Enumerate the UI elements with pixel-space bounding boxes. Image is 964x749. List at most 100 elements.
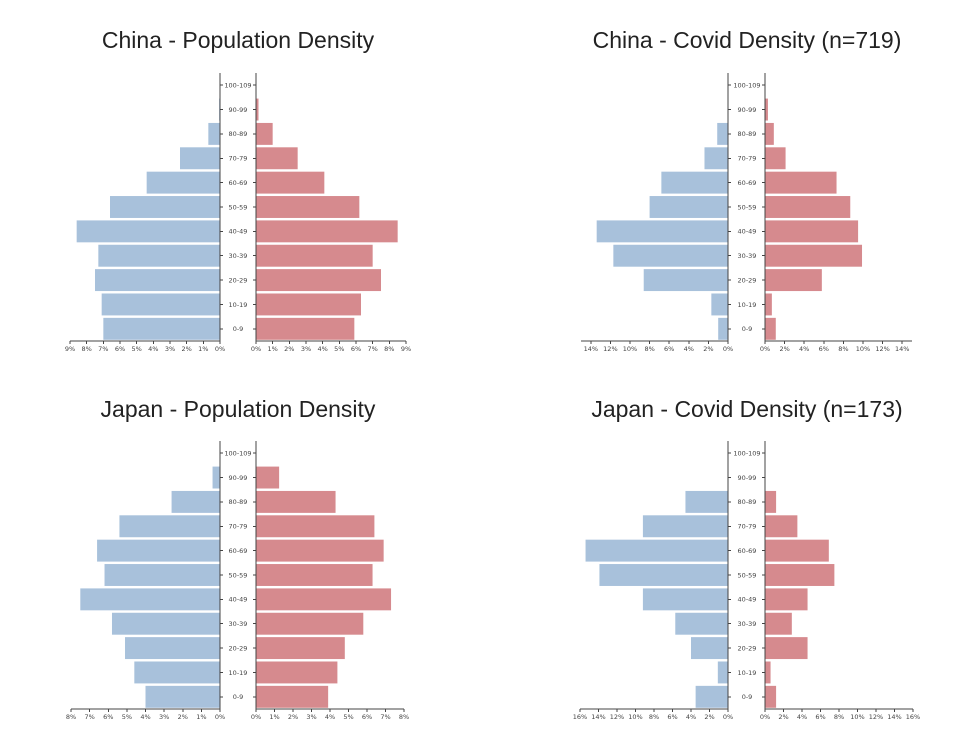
category-label: 20-29 bbox=[738, 276, 757, 284]
right-x-tick-label: 1% bbox=[268, 345, 278, 353]
right-x-tick-label: 5% bbox=[343, 713, 353, 721]
bar-right-10-19 bbox=[765, 661, 771, 684]
left-x-tick-label: 12% bbox=[610, 713, 624, 721]
category-label: 40-49 bbox=[738, 228, 757, 236]
bar-right-60-69 bbox=[256, 539, 384, 562]
bar-left-0-9 bbox=[695, 685, 728, 708]
left-x-tick-label: 2% bbox=[704, 713, 714, 721]
bar-left-40-49 bbox=[76, 220, 221, 243]
bar-left-20-29 bbox=[691, 637, 728, 660]
chart-title: Japan - Population Density bbox=[101, 396, 376, 422]
bar-right-40-49 bbox=[765, 220, 859, 243]
category-label: 60-69 bbox=[229, 547, 248, 555]
right-x-tick-label: 6% bbox=[362, 713, 372, 721]
bar-right-0-9 bbox=[256, 317, 355, 340]
category-label: 100-109 bbox=[733, 81, 760, 89]
category-label: 70-79 bbox=[738, 155, 757, 163]
category-label: 30-39 bbox=[229, 252, 248, 260]
left-x-tick-label: 14% bbox=[591, 713, 605, 721]
left-x-tick-label: 0% bbox=[215, 345, 225, 353]
right-x-tick-label: 8% bbox=[399, 713, 409, 721]
bar-right-0-9 bbox=[765, 317, 776, 340]
left-x-tick-label: 6% bbox=[103, 713, 113, 721]
chart-japan-population: Japan - Population Density 0-9 10-19 20-29 3… bbox=[0, 374, 482, 749]
category-label: 30-39 bbox=[738, 252, 757, 260]
category-label: 50-59 bbox=[229, 203, 248, 211]
category-label: 100-109 bbox=[224, 449, 251, 457]
bar-right-50-59 bbox=[256, 564, 373, 586]
bar-right-0-9 bbox=[765, 685, 777, 708]
category-label: 80-89 bbox=[229, 498, 248, 506]
category-label: 20-29 bbox=[229, 644, 248, 652]
bar-right-40-49 bbox=[256, 220, 398, 243]
left-x-tick-label: 6% bbox=[667, 713, 677, 721]
left-x-tick-label: 2% bbox=[178, 713, 188, 721]
left-x-tick-label: 5% bbox=[132, 345, 142, 353]
category-label: 10-19 bbox=[229, 301, 248, 309]
left-x-tick-label: 3% bbox=[159, 713, 169, 721]
category-label: 70-79 bbox=[229, 155, 248, 163]
category-label: 50-59 bbox=[738, 203, 757, 211]
right-x-tick-label: 3% bbox=[301, 345, 311, 353]
left-x-tick-label: 4% bbox=[684, 345, 694, 353]
category-label: 40-49 bbox=[229, 228, 248, 236]
left-x-tick-label: 0% bbox=[723, 713, 733, 721]
bar-right-80-89 bbox=[765, 122, 774, 145]
category-label: 60-69 bbox=[229, 179, 248, 187]
category-label: 10-19 bbox=[738, 669, 757, 677]
bar-left-80-89 bbox=[685, 490, 728, 513]
chart-title: Japan - Covid Density (n=173) bbox=[591, 396, 902, 422]
category-label: 90-99 bbox=[229, 474, 248, 482]
category-label: 90-99 bbox=[738, 106, 757, 114]
right-x-tick-label: 8% bbox=[384, 345, 394, 353]
bar-right-50-59 bbox=[765, 196, 851, 218]
chart-china-covid: China - Covid Density (n=719) 0-9 10-19 20-… bbox=[482, 0, 964, 374]
category-label: 0-9 bbox=[233, 325, 244, 333]
bar-left-40-49 bbox=[80, 588, 220, 611]
left-x-tick-label: 4% bbox=[148, 345, 158, 353]
left-x-tick-label: 1% bbox=[198, 345, 208, 353]
bar-left-90-99 bbox=[212, 466, 220, 489]
category-label: 70-79 bbox=[738, 523, 757, 531]
right-x-tick-label: 0% bbox=[760, 345, 770, 353]
right-x-tick-label: 2% bbox=[778, 713, 788, 721]
left-x-tick-label: 8% bbox=[82, 345, 92, 353]
left-x-tick-label: 1% bbox=[196, 713, 206, 721]
bar-right-80-89 bbox=[765, 490, 777, 513]
left-x-tick-label: 8% bbox=[649, 713, 659, 721]
category-label: 90-99 bbox=[738, 474, 757, 482]
bar-left-40-49 bbox=[596, 220, 728, 243]
bar-right-80-89 bbox=[256, 490, 336, 513]
category-label: 80-89 bbox=[229, 130, 248, 138]
right-x-tick-label: 4% bbox=[797, 713, 807, 721]
bar-right-80-89 bbox=[256, 122, 273, 145]
bar-right-0-9 bbox=[256, 685, 329, 708]
bar-left-80-89 bbox=[171, 490, 220, 513]
category-label: 100-109 bbox=[733, 449, 760, 457]
bar-left-30-39 bbox=[675, 612, 728, 635]
bar-right-20-29 bbox=[765, 637, 808, 660]
bar-left-40-49 bbox=[642, 588, 728, 611]
bar-right-10-19 bbox=[765, 293, 772, 316]
bar-right-60-69 bbox=[256, 171, 325, 194]
right-x-tick-label: 12% bbox=[869, 713, 883, 721]
right-x-tick-label: 6% bbox=[819, 345, 829, 353]
right-x-tick-label: 3% bbox=[306, 713, 316, 721]
right-x-tick-label: 10% bbox=[856, 345, 870, 353]
category-label: 30-39 bbox=[738, 620, 757, 628]
right-x-tick-label: 4% bbox=[799, 345, 809, 353]
left-x-tick-label: 14% bbox=[584, 345, 598, 353]
category-label: 50-59 bbox=[738, 571, 757, 579]
left-x-tick-label: 4% bbox=[686, 713, 696, 721]
category-label: 70-79 bbox=[229, 523, 248, 531]
bar-left-30-39 bbox=[613, 244, 728, 267]
bar-right-40-49 bbox=[765, 588, 808, 611]
chart-china-population: China - Population Density 0-9 10-19 20-29 3… bbox=[0, 0, 482, 374]
right-x-tick-label: 0% bbox=[760, 713, 770, 721]
bar-left-70-79 bbox=[642, 515, 728, 538]
right-x-tick-label: 12% bbox=[875, 345, 889, 353]
bar-right-30-39 bbox=[765, 244, 863, 267]
bar-left-80-89 bbox=[717, 122, 728, 145]
left-x-tick-label: 2% bbox=[703, 345, 713, 353]
bar-left-50-59 bbox=[649, 196, 728, 218]
